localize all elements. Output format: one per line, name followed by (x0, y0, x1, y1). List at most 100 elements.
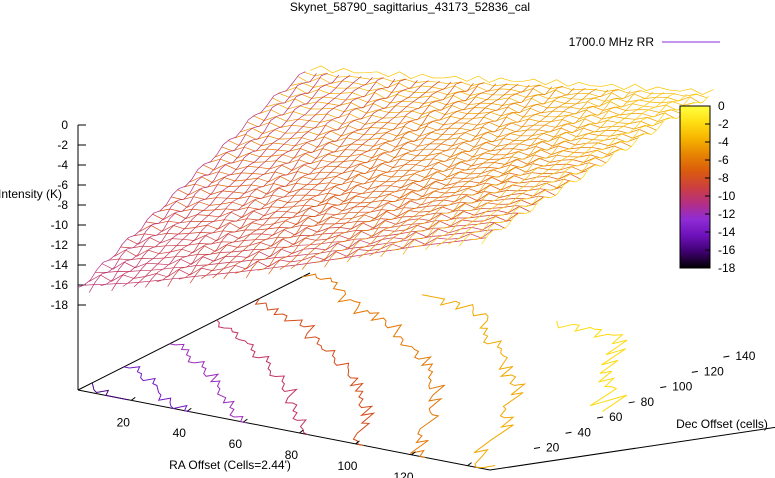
x-tick-label: 120 (394, 470, 414, 478)
x-tick-mark (187, 407, 192, 412)
mesh-col-line (245, 82, 474, 279)
mesh-col-line (145, 77, 373, 288)
mesh-col-line (167, 78, 396, 287)
y-tick-mark (597, 416, 604, 419)
mesh-col-line (380, 89, 609, 258)
mesh-col-line (481, 95, 710, 245)
y-tick-mark (660, 386, 667, 389)
z-tick-label: -6 (57, 178, 68, 192)
y-tick-label: 140 (735, 349, 755, 363)
mesh-col-line (436, 92, 665, 247)
x-tick-label: 60 (229, 437, 243, 451)
contour-line (422, 294, 527, 469)
legend: 1700.0 MHz RR (569, 35, 720, 49)
mesh-col-line (290, 83, 519, 269)
contour-line (301, 273, 446, 458)
z-tick-label: 0 (61, 118, 68, 132)
y-tick-mark (628, 401, 635, 404)
y-tick-label: 120 (704, 364, 724, 378)
mesh-row-line (215, 149, 620, 160)
mesh-col-line (156, 77, 384, 283)
legend-label: 1700.0 MHz RR (569, 35, 655, 49)
mesh-col-line (301, 84, 530, 270)
z-tick-label: -10 (51, 218, 69, 232)
mesh-col-line (223, 81, 452, 280)
mesh-col-line (88, 73, 317, 293)
mesh-row-line (164, 180, 569, 208)
mesh-col-line (470, 93, 698, 240)
mesh-col-line (313, 84, 541, 264)
mesh-col-line (133, 76, 362, 288)
y-tick-label: 80 (641, 395, 655, 409)
contour-line (216, 319, 309, 436)
colorbar-tick-label: -10 (718, 189, 736, 203)
mesh-col-line (279, 83, 508, 270)
z-tick-label: -8 (57, 198, 68, 212)
z-tick-label: -16 (51, 278, 69, 292)
colorbar-tick-label: -4 (718, 135, 729, 149)
colorbar: 0 -2 -4 -6 -8 -10 -12 -14 -16 -18 (679, 99, 736, 275)
x-tick-mark (411, 451, 416, 456)
y-axis-label: Dec Offset (cells) (676, 417, 768, 431)
z-tick-label: -4 (57, 158, 68, 172)
y-tick-mark (723, 355, 730, 358)
colorbar-tick-label: -18 (718, 261, 736, 275)
x-tick-mark (299, 429, 304, 434)
contour-line (556, 320, 628, 412)
contour-line (169, 343, 247, 424)
x-tick-mark (243, 418, 248, 423)
mesh-col-line (391, 89, 620, 251)
mesh-row-line (189, 164, 594, 183)
y-axis-ticks: 20 40 60 80 100 120 140 (533, 349, 756, 455)
z-tick-label: -2 (57, 138, 68, 152)
mesh-col-line (201, 80, 429, 279)
z-tick-label: -18 (51, 298, 69, 312)
y-tick-label: 100 (672, 380, 692, 394)
z-tick-label: -12 (51, 238, 69, 252)
mesh-col-line (257, 82, 485, 271)
contour-line (123, 366, 191, 413)
mesh-col-line (369, 88, 597, 257)
x-tick-label: 20 (117, 415, 131, 429)
y-tick-label: 40 (578, 425, 592, 439)
colorbar-tick-label: -14 (718, 225, 736, 239)
mesh-col-line (268, 83, 497, 275)
colorbar-tick-label: -8 (718, 171, 729, 185)
mesh-col-line (447, 92, 676, 245)
surface-mesh (77, 65, 714, 293)
back-axis-line (77, 272, 311, 391)
mesh-col-line (335, 86, 564, 260)
mesh-col-line (402, 90, 631, 255)
mesh-col-line (346, 87, 575, 263)
colorbar-tick-label: -16 (718, 243, 736, 257)
mesh-col-line (324, 86, 553, 268)
y-axis-line (489, 426, 775, 471)
z-axis-label: Intensity (K) (0, 187, 62, 201)
z-axis: 0 -2 -4 -6 -8 -10 -12 -14 -16 -18 (51, 118, 86, 390)
colorbar-tick-label: -6 (718, 153, 729, 167)
x-axis-label: RA Offset (Cells=2.44') (169, 458, 291, 472)
mesh-col-line (122, 75, 351, 287)
y-tick-mark (533, 447, 541, 450)
x-tick-label: 100 (337, 459, 357, 473)
colorbar-tick-label: -12 (718, 207, 736, 221)
y-tick-mark (565, 431, 572, 434)
mesh-col-line (189, 80, 418, 284)
contour-lines (91, 273, 628, 469)
mesh-col-line (234, 81, 463, 274)
mesh-row-line (171, 178, 575, 200)
mesh-col-line (77, 71, 306, 288)
x-tick-label: 80 (285, 448, 299, 462)
colorbar-tick-label: -2 (718, 117, 729, 131)
x-tick-mark (355, 440, 360, 445)
colorbar-tick-label: 0 (718, 99, 725, 113)
mesh-col-line (458, 93, 687, 247)
z-tick-label: -14 (51, 258, 69, 272)
mesh-col-line (212, 80, 441, 279)
contour-line (91, 382, 129, 401)
x-tick-label: 40 (173, 426, 187, 440)
x-tick-mark (130, 396, 136, 401)
x-tick-mark (467, 462, 472, 467)
colorbar-gradient (679, 105, 711, 269)
